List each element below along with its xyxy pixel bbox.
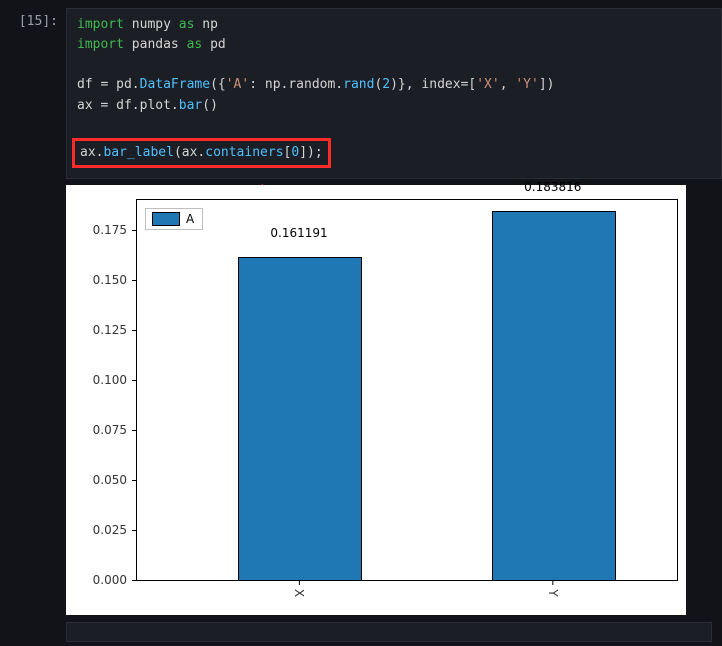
y-tick: 0.125 bbox=[93, 323, 137, 337]
bar-value-label: 0.183816 bbox=[524, 180, 581, 196]
y-tick: 0.050 bbox=[93, 473, 137, 487]
fn-dataframe: DataFrame bbox=[140, 77, 210, 92]
bar bbox=[238, 257, 362, 580]
y-tick: 0.150 bbox=[93, 273, 137, 287]
y-tick: 0.075 bbox=[93, 423, 137, 437]
legend-label: A bbox=[186, 212, 194, 226]
y-tick: 0.175 bbox=[93, 223, 137, 237]
mod-numpy: numpy bbox=[132, 17, 171, 32]
alias-pd: pd bbox=[210, 37, 226, 52]
code-editor[interactable]: import numpy as np import pandas as pd d… bbox=[66, 8, 722, 179]
kw-as: as bbox=[179, 17, 195, 32]
str-y: 'Y' bbox=[515, 77, 538, 92]
bar-value-label: 0.161191 bbox=[270, 226, 327, 242]
kw-as: as bbox=[187, 37, 203, 52]
str-a: 'A' bbox=[226, 77, 249, 92]
x-tick: Y bbox=[549, 580, 556, 600]
bar-chart: A 0.000 0.025 0.050 0.075 0.100 0.125 0.150 0.1… bbox=[66, 185, 686, 615]
y-tick: 0.025 bbox=[93, 523, 137, 537]
y-tick: 0.000 bbox=[93, 573, 137, 587]
cell-output: A 0.000 0.025 0.050 0.075 0.100 0.125 0.150 0.1… bbox=[66, 185, 722, 615]
code-cell: [15]: import numpy as np import pandas a… bbox=[0, 0, 722, 179]
bar bbox=[492, 211, 616, 580]
x-tick: X bbox=[295, 580, 303, 600]
y-tick: 0.100 bbox=[93, 373, 137, 387]
id-ax: ax bbox=[77, 98, 100, 113]
kw-import: import bbox=[77, 17, 124, 32]
id-df: df bbox=[77, 77, 100, 92]
kw-import: import bbox=[77, 37, 124, 52]
fn-bar-label: bar_label bbox=[103, 145, 173, 160]
fn-rand: rand bbox=[343, 77, 374, 92]
num-2: 2 bbox=[382, 77, 390, 92]
cell-prompt: [15]: bbox=[0, 8, 66, 179]
str-x: 'X' bbox=[476, 77, 499, 92]
legend: A bbox=[145, 208, 203, 230]
mod-pandas: pandas bbox=[132, 37, 179, 52]
fn-bar: bar bbox=[179, 98, 202, 113]
next-cell-input[interactable] bbox=[66, 622, 712, 642]
plot-area: A 0.0000.0250.0500.0750.1000.1250.1500.1… bbox=[136, 199, 678, 581]
highlight-box: ax.bar_label(ax.containers[0]); bbox=[72, 138, 331, 168]
num-0: 0 bbox=[291, 145, 299, 160]
legend-swatch bbox=[152, 212, 180, 226]
alias-np: np bbox=[202, 17, 218, 32]
fn-containers: containers bbox=[205, 145, 283, 160]
